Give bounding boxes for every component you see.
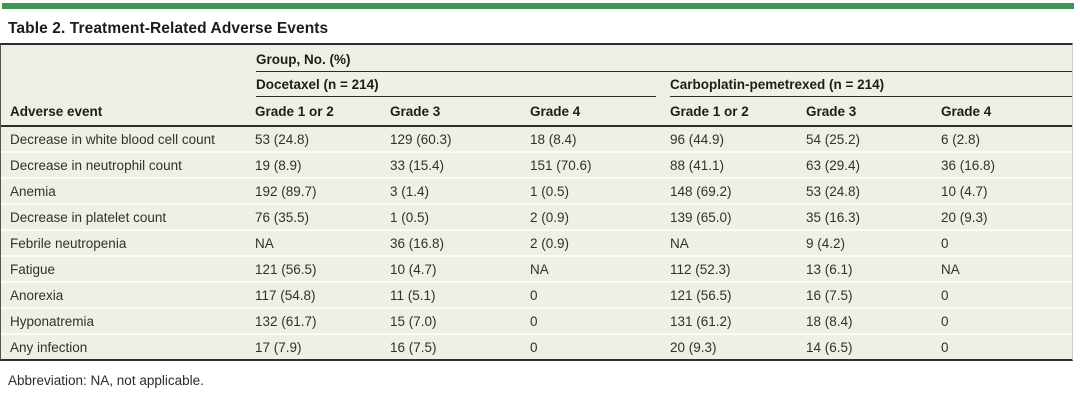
header-spacer — [1, 72, 247, 97]
column-header-doc-grade3: Grade 3 — [390, 104, 441, 119]
value-cell: 151 (70.6) — [530, 158, 592, 173]
value-cell: 88 (41.1) — [670, 158, 725, 173]
adverse-event-cell: Anemia — [10, 184, 56, 199]
value-cell: 33 (15.4) — [390, 158, 445, 173]
value-cell: 192 (89.7) — [255, 184, 317, 199]
value-cell: 0 — [941, 314, 949, 329]
value-cell: NA — [530, 262, 549, 277]
accent-bar — [2, 3, 1074, 9]
table-row: Fatigue 121 (56.5) 10 (4.7) NA 112 (52.3… — [1, 257, 1072, 283]
table-title: Table 2. Treatment-Related Adverse Event… — [8, 20, 329, 37]
column-header-carb-grade1or2: Grade 1 or 2 — [670, 104, 749, 119]
table-row: Anemia 192 (89.7) 3 (1.4) 1 (0.5) 148 (6… — [1, 179, 1072, 205]
value-cell: 131 (61.2) — [670, 314, 732, 329]
value-cell: NA — [941, 262, 960, 277]
value-cell: 0 — [941, 236, 949, 251]
value-cell: 0 — [530, 314, 538, 329]
value-cell: 53 (24.8) — [255, 132, 310, 147]
table-row: Anorexia 117 (54.8) 11 (5.1) 0 121 (56.5… — [1, 283, 1072, 309]
group-header: Group, No. (%) — [256, 50, 1072, 72]
group-carboplatin-header: Carboplatin-pemetrexed (n = 214) — [670, 72, 1072, 97]
abbreviation-note: Abbreviation: NA, not applicable. — [8, 373, 204, 388]
value-cell: NA — [255, 236, 274, 251]
value-cell: 96 (44.9) — [670, 132, 725, 147]
column-header-row: Adverse event Grade 1 or 2 Grade 3 Grade… — [1, 97, 1072, 125]
adverse-event-cell: Decrease in neutrophil count — [10, 158, 182, 173]
value-cell: 1 (0.5) — [530, 184, 570, 199]
table-header: Group, No. (%) Docetaxel (n = 214) Carbo… — [1, 45, 1072, 125]
treatment-header-row: Docetaxel (n = 214) Carboplatin-pemetrex… — [1, 72, 1072, 97]
value-cell: 36 (16.8) — [390, 236, 445, 251]
value-cell: 9 (4.2) — [806, 236, 846, 251]
value-cell: 20 (9.3) — [941, 210, 988, 225]
value-cell: 10 (4.7) — [390, 262, 437, 277]
value-cell: 129 (60.3) — [390, 132, 452, 147]
table-row: Decrease in white blood cell count 53 (2… — [1, 127, 1072, 153]
value-cell: 54 (25.2) — [806, 132, 861, 147]
value-cell: 121 (56.5) — [255, 262, 317, 277]
value-cell: 35 (16.3) — [806, 210, 861, 225]
header-spacer — [1, 50, 247, 72]
value-cell: 36 (16.8) — [941, 158, 996, 173]
value-cell: 18 (8.4) — [806, 314, 853, 329]
column-header-doc-grade1or2: Grade 1 or 2 — [255, 104, 334, 119]
value-cell: 112 (52.3) — [670, 262, 731, 277]
adverse-event-cell: Febrile neutropenia — [10, 236, 127, 251]
value-cell: 11 (5.1) — [390, 288, 436, 303]
table-row: Any infection 17 (7.9) 16 (7.5) 0 20 (9.… — [1, 335, 1072, 359]
value-cell: 16 (7.5) — [390, 340, 437, 355]
value-cell: 19 (8.9) — [255, 158, 302, 173]
table-row: Febrile neutropenia NA 36 (16.8) 2 (0.9)… — [1, 231, 1072, 257]
value-cell: 148 (69.2) — [670, 184, 732, 199]
value-cell: 1 (0.5) — [390, 210, 430, 225]
value-cell: 14 (6.5) — [806, 340, 853, 355]
table-row: Decrease in neutrophil count 19 (8.9) 33… — [1, 153, 1072, 179]
adverse-event-cell: Hyponatremia — [10, 314, 95, 329]
adverse-event-cell: Decrease in white blood cell count — [10, 132, 215, 147]
table-row: Hyponatremia 132 (61.7) 15 (7.0) 0 131 (… — [1, 309, 1072, 335]
value-cell: 15 (7.0) — [390, 314, 437, 329]
value-cell: NA — [670, 236, 689, 251]
adverse-event-cell: Any infection — [10, 340, 88, 355]
value-cell: 13 (6.1) — [806, 262, 853, 277]
group-docetaxel-header: Docetaxel (n = 214) — [256, 72, 656, 97]
adverse-event-cell: Decrease in platelet count — [10, 210, 167, 225]
column-header-carb-grade4: Grade 4 — [941, 104, 992, 119]
group-header-row: Group, No. (%) — [1, 45, 1072, 72]
table-body: Decrease in white blood cell count 53 (2… — [1, 125, 1072, 359]
value-cell: 139 (65.0) — [670, 210, 732, 225]
value-cell: 10 (4.7) — [941, 184, 988, 199]
value-cell: 3 (1.4) — [390, 184, 430, 199]
column-header-doc-grade4: Grade 4 — [530, 104, 581, 119]
table-row: Decrease in platelet count 76 (35.5) 1 (… — [1, 205, 1072, 231]
table-figure: Table 2. Treatment-Related Adverse Event… — [0, 3, 1080, 388]
column-header-adverse-event: Adverse event — [10, 104, 103, 119]
column-header-carb-grade3: Grade 3 — [806, 104, 857, 119]
value-cell: 2 (0.9) — [530, 210, 570, 225]
adverse-event-cell: Fatigue — [10, 262, 56, 277]
value-cell: 2 (0.9) — [530, 236, 570, 251]
value-cell: 17 (7.9) — [255, 340, 302, 355]
value-cell: 76 (35.5) — [255, 210, 310, 225]
value-cell: 0 — [941, 340, 949, 355]
value-cell: 63 (29.4) — [806, 158, 861, 173]
adverse-event-cell: Anorexia — [10, 288, 64, 303]
value-cell: 18 (8.4) — [530, 132, 577, 147]
value-cell: 121 (56.5) — [670, 288, 732, 303]
value-cell: 117 (54.8) — [255, 288, 316, 303]
value-cell: 53 (24.8) — [806, 184, 861, 199]
value-cell: 20 (9.3) — [670, 340, 717, 355]
value-cell: 132 (61.7) — [255, 314, 317, 329]
value-cell: 0 — [530, 340, 538, 355]
value-cell: 0 — [530, 288, 538, 303]
value-cell: 16 (7.5) — [806, 288, 853, 303]
value-cell: 6 (2.8) — [941, 132, 981, 147]
value-cell: 0 — [941, 288, 949, 303]
adverse-events-table: Group, No. (%) Docetaxel (n = 214) Carbo… — [0, 43, 1073, 361]
